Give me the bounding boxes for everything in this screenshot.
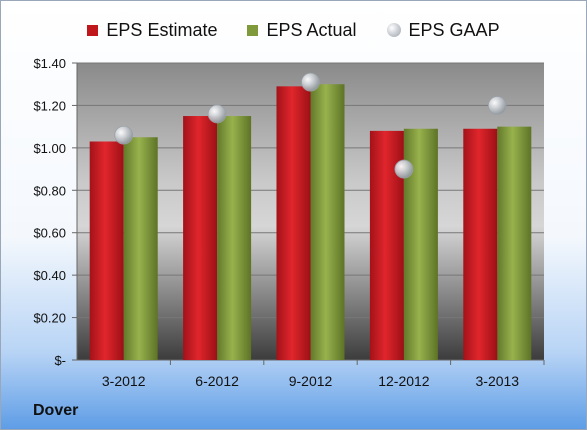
legend-item-gaap: EPS GAAP — [386, 19, 500, 41]
y-tick-label: $1.20 — [33, 98, 66, 113]
company-name: Dover — [33, 402, 79, 419]
legend-label-gaap: EPS GAAP — [408, 19, 500, 40]
legend-swatch-gaap — [386, 23, 401, 37]
bar-eps-actual — [217, 116, 252, 361]
legend-swatch-actual — [247, 24, 259, 36]
x-tick-label: 3-2013 — [476, 373, 520, 389]
y-tick-label: $0.20 — [33, 311, 66, 326]
point-eps-gaap — [487, 96, 507, 115]
y-tick-label: $1.00 — [33, 141, 66, 156]
legend-item-estimate: EPS Estimate — [87, 20, 217, 41]
y-tick-label: $0.40 — [33, 268, 66, 283]
x-tick-label: 6-2012 — [195, 373, 239, 389]
y-tick-label: $0.60 — [33, 226, 66, 241]
bar-eps-estimate — [89, 141, 124, 360]
point-eps-gaap — [207, 104, 227, 124]
y-tick-label: $- — [54, 353, 66, 368]
legend: EPS Estimate EPS Actual EPS GAAP — [1, 17, 586, 43]
bar-eps-actual — [123, 137, 158, 360]
bar-eps-actual — [310, 84, 345, 360]
point-eps-gaap — [114, 125, 134, 145]
legend-label-estimate: EPS Estimate — [106, 19, 218, 40]
y-tick-label: $0.80 — [33, 183, 66, 198]
x-tick-label: 9-2012 — [289, 373, 333, 389]
legend-label-actual: EPS Actual — [266, 19, 357, 40]
x-tick-label: 12-2012 — [378, 373, 430, 389]
legend-swatch-estimate — [87, 24, 99, 36]
point-eps-gaap — [301, 72, 320, 92]
bar-eps-estimate — [276, 86, 311, 360]
point-eps-gaap — [394, 159, 414, 179]
x-tick-label: 3-2012 — [102, 373, 146, 389]
legend-item-actual: EPS Actual — [247, 19, 357, 41]
bar-eps-estimate — [463, 128, 498, 360]
y-tick-label: $1.40 — [33, 56, 66, 71]
bar-eps-actual — [497, 126, 532, 361]
bar-eps-estimate — [183, 116, 218, 361]
